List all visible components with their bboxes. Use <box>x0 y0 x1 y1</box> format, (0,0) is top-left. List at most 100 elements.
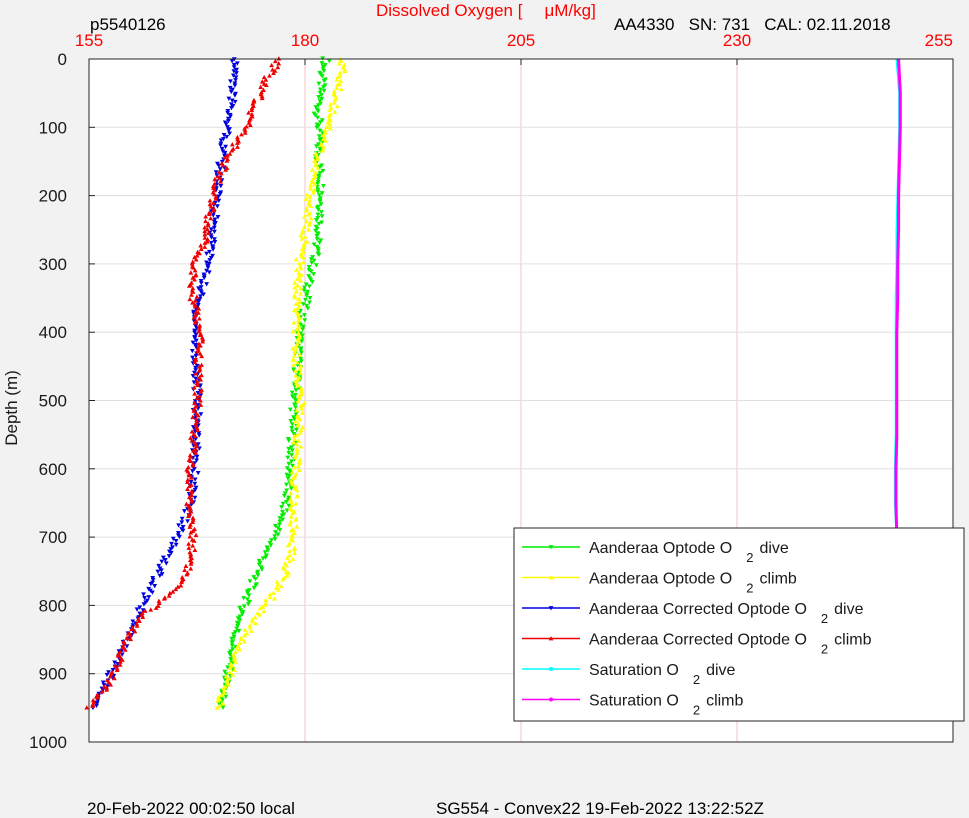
data-point <box>306 222 312 227</box>
data-point <box>185 479 190 484</box>
data-point <box>179 579 184 585</box>
data-point <box>298 363 304 369</box>
data-point <box>149 590 155 595</box>
data-point <box>230 647 236 652</box>
data-point <box>234 67 239 73</box>
data-point <box>114 667 120 672</box>
data-point <box>298 233 304 238</box>
data-point <box>185 477 191 482</box>
legend-label: Aanderaa Corrected Optode O 2 climb <box>589 632 872 657</box>
data-point <box>157 573 163 579</box>
data-point <box>106 679 112 685</box>
data-point <box>190 519 196 524</box>
data-point <box>159 559 165 564</box>
data-point <box>283 499 289 505</box>
data-point <box>299 236 305 241</box>
data-point <box>215 215 221 220</box>
data-point <box>216 198 222 204</box>
data-point <box>193 532 199 538</box>
data-point <box>217 175 223 180</box>
data-point <box>234 645 240 651</box>
data-point <box>195 442 201 447</box>
data-point <box>190 355 195 360</box>
data-point <box>257 605 263 611</box>
data-point <box>227 151 233 156</box>
data-point <box>308 277 314 283</box>
data-point <box>155 569 161 574</box>
data-point <box>191 385 197 390</box>
data-point <box>220 162 226 168</box>
data-point <box>188 561 194 566</box>
data-point <box>231 69 237 74</box>
data-point <box>168 550 174 556</box>
data-point <box>319 148 325 153</box>
data-point <box>189 559 194 564</box>
data-point <box>297 352 303 357</box>
data-point <box>298 356 304 362</box>
data-point <box>229 148 235 153</box>
data-point <box>296 322 301 327</box>
data-point <box>225 116 231 122</box>
data-point <box>288 528 294 533</box>
data-point <box>292 295 298 300</box>
data-point <box>188 551 194 557</box>
data-point <box>308 269 314 274</box>
data-point <box>205 265 211 270</box>
data-point <box>267 73 272 78</box>
data-point <box>324 124 330 130</box>
data-point <box>310 179 315 185</box>
data-point <box>192 433 198 439</box>
data-point <box>301 288 307 293</box>
data-point <box>302 400 307 405</box>
data-point <box>308 183 313 188</box>
data-point <box>189 261 195 266</box>
data-point <box>225 110 231 116</box>
data-point <box>296 270 302 275</box>
data-point <box>142 608 148 613</box>
data-point <box>252 615 258 620</box>
data-point <box>302 224 307 229</box>
data-point <box>292 465 297 470</box>
data-point <box>212 237 217 242</box>
data-point <box>311 242 317 247</box>
data-point <box>318 238 324 243</box>
data-point <box>221 133 227 138</box>
data-point <box>258 84 264 89</box>
data-point <box>192 336 198 341</box>
data-point <box>228 79 233 84</box>
data-point <box>262 602 268 607</box>
data-point <box>219 146 225 152</box>
data-point <box>189 292 194 297</box>
data-point <box>294 441 300 447</box>
data-point <box>233 78 238 83</box>
data-point <box>316 81 322 86</box>
data-point <box>134 607 140 612</box>
data-point <box>193 365 198 371</box>
data-point <box>192 391 198 396</box>
chart-title-units: μM/kg] <box>544 1 595 20</box>
data-point <box>298 348 304 353</box>
data-point <box>226 118 231 124</box>
data-point <box>200 339 206 344</box>
data-point <box>271 590 276 595</box>
data-point <box>218 184 224 189</box>
data-point <box>234 71 239 76</box>
data-point <box>285 476 291 481</box>
data-point <box>291 402 297 407</box>
data-point <box>320 64 326 69</box>
data-point <box>202 228 208 234</box>
data-point <box>222 669 228 675</box>
data-point <box>296 332 302 337</box>
data-point <box>193 376 199 381</box>
data-point <box>284 488 290 493</box>
data-point <box>190 340 196 345</box>
data-point <box>192 298 198 303</box>
data-point <box>294 427 299 433</box>
data-point <box>318 101 323 106</box>
data-point <box>249 111 255 117</box>
data-point <box>286 438 292 443</box>
data-point <box>186 494 192 500</box>
data-point <box>207 258 213 263</box>
data-point <box>177 534 182 540</box>
